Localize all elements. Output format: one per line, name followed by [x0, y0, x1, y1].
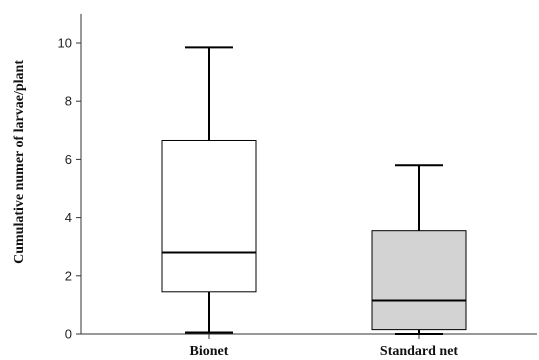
x-category-label: Bionet	[190, 344, 229, 359]
y-tick-label: 4	[65, 210, 72, 225]
y-tick-label: 6	[65, 152, 72, 167]
y-tick-label: 0	[65, 327, 72, 342]
y-axis-title: Cumulative numer of larvae/plant	[12, 60, 27, 264]
y-tick-label: 10	[58, 36, 72, 51]
labels: 0 2 4 6 8 10 Cumulative numer of larvae/plant B…	[12, 36, 458, 360]
axes	[76, 13, 537, 339]
y-tick-label: 2	[65, 268, 72, 283]
boxes	[161, 46, 467, 335]
x-category-label: Standard net	[380, 344, 459, 359]
box-group	[161, 46, 257, 334]
box-group	[371, 164, 467, 335]
y-tick-label: 8	[65, 94, 72, 109]
iqr-box	[161, 139, 257, 293]
iqr-box	[371, 230, 467, 331]
